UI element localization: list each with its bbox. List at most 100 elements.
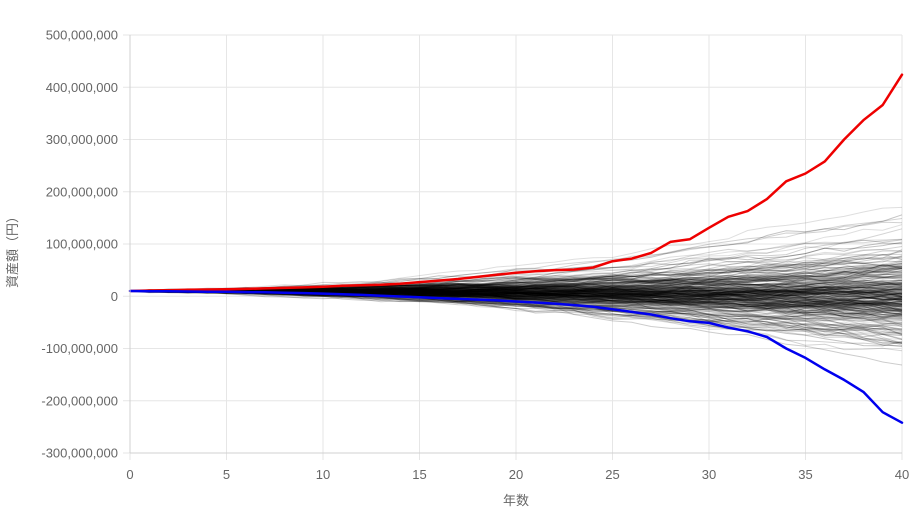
simulation-path bbox=[129, 283, 903, 294]
simulation-path bbox=[129, 289, 903, 316]
simulation-path bbox=[129, 287, 903, 298]
y-tick-label: 400,000,000 bbox=[46, 80, 118, 95]
simulation-path bbox=[129, 270, 903, 292]
simulation-path bbox=[129, 283, 903, 292]
simulation-path bbox=[130, 290, 903, 319]
x-tick-label: 10 bbox=[316, 467, 330, 482]
simulation-path bbox=[129, 287, 903, 301]
simulation-path bbox=[129, 279, 903, 293]
simulation-path bbox=[129, 289, 903, 319]
simulation-path bbox=[129, 286, 903, 301]
simulation-path bbox=[129, 278, 903, 293]
simulation-path bbox=[129, 290, 903, 331]
simulation-path bbox=[129, 289, 903, 316]
max-series-line bbox=[128, 73, 904, 293]
x-tick-label: 0 bbox=[126, 467, 133, 482]
simulation-path bbox=[129, 255, 903, 293]
simulation-path bbox=[129, 277, 903, 293]
simulation-path bbox=[129, 264, 903, 293]
simulation-path bbox=[130, 287, 903, 298]
highlight-series bbox=[128, 73, 904, 424]
simulation-path bbox=[129, 287, 903, 297]
y-tick-label: -200,000,000 bbox=[41, 393, 118, 408]
simulation-path bbox=[129, 289, 903, 303]
simulation-path bbox=[129, 290, 903, 331]
simulation-path bbox=[129, 280, 903, 295]
simulation-path bbox=[129, 279, 903, 292]
simulation-path bbox=[129, 287, 903, 296]
simulation-path bbox=[129, 288, 903, 303]
x-tick-label: 25 bbox=[605, 467, 619, 482]
simulation-path bbox=[129, 289, 903, 312]
simulation-path bbox=[129, 282, 903, 295]
simulation-path bbox=[129, 273, 903, 293]
simulation-path bbox=[129, 281, 903, 296]
simulation-path bbox=[129, 274, 903, 292]
simulation-path bbox=[129, 289, 903, 302]
simulation-path bbox=[129, 290, 903, 344]
simulation-path bbox=[129, 288, 903, 299]
simulation-path bbox=[129, 279, 903, 293]
axes: 500,000,000 400,000,000 300,000,000 200,000… bbox=[41, 28, 909, 483]
simulation-path bbox=[129, 289, 903, 319]
simulation-path bbox=[129, 289, 903, 316]
simulation-path bbox=[129, 279, 903, 293]
simulation-path bbox=[129, 276, 903, 294]
simulation-path bbox=[129, 289, 903, 323]
simulation-path bbox=[129, 280, 903, 293]
simulation-path bbox=[129, 282, 903, 293]
simulation-path bbox=[129, 287, 903, 296]
y-axis-title: 資産額（円） bbox=[5, 210, 21, 288]
simulation-path bbox=[129, 288, 903, 300]
simulation-path bbox=[129, 285, 903, 296]
simulation-path bbox=[129, 288, 903, 304]
x-tick-label: 15 bbox=[412, 467, 426, 482]
simulation-path bbox=[129, 285, 903, 293]
simulation-path bbox=[129, 288, 903, 316]
simulation-path bbox=[129, 279, 903, 293]
simulation-path bbox=[129, 282, 903, 294]
simulation-path bbox=[129, 287, 903, 296]
simulation-path bbox=[129, 290, 903, 332]
simulation-path bbox=[129, 284, 903, 293]
simulation-path bbox=[129, 289, 903, 317]
simulation-path bbox=[130, 264, 903, 292]
simulation-path bbox=[129, 288, 903, 295]
simulation-path bbox=[129, 206, 903, 292]
simulation-path bbox=[129, 286, 903, 297]
simulation-path bbox=[129, 289, 903, 298]
x-tick-label: 30 bbox=[702, 467, 716, 482]
simulation-path bbox=[129, 287, 903, 302]
simulation-path bbox=[129, 289, 903, 312]
y-tick-label: 100,000,000 bbox=[46, 237, 118, 252]
simulation-path bbox=[129, 290, 903, 352]
simulation-path bbox=[129, 264, 903, 294]
simulation-path bbox=[130, 290, 903, 322]
simulation-path bbox=[129, 285, 903, 296]
simulation-path bbox=[129, 282, 903, 294]
simulation-path bbox=[130, 290, 903, 344]
y-tick-label: 200,000,000 bbox=[46, 184, 118, 199]
simulation-path bbox=[129, 285, 903, 294]
simulation-path bbox=[129, 289, 903, 300]
x-tick-label: 35 bbox=[798, 467, 812, 482]
simulation-path bbox=[129, 276, 903, 293]
simulation-path bbox=[129, 289, 903, 303]
x-tick-label: 5 bbox=[223, 467, 230, 482]
simulation-path bbox=[129, 267, 903, 293]
y-tick-label: -100,000,000 bbox=[41, 341, 118, 356]
simulation-path bbox=[129, 265, 903, 293]
simulation-path bbox=[129, 268, 903, 293]
simulation-path bbox=[129, 289, 903, 301]
simulation-path bbox=[129, 287, 903, 300]
simulation-path bbox=[129, 289, 903, 307]
x-tick-label: 20 bbox=[509, 467, 523, 482]
simulation-path bbox=[129, 286, 903, 297]
simulation-path bbox=[129, 290, 903, 346]
simulation-path bbox=[129, 260, 903, 292]
simulation-path bbox=[129, 289, 903, 312]
simulation-path bbox=[129, 282, 903, 296]
simulation-path bbox=[129, 281, 903, 293]
